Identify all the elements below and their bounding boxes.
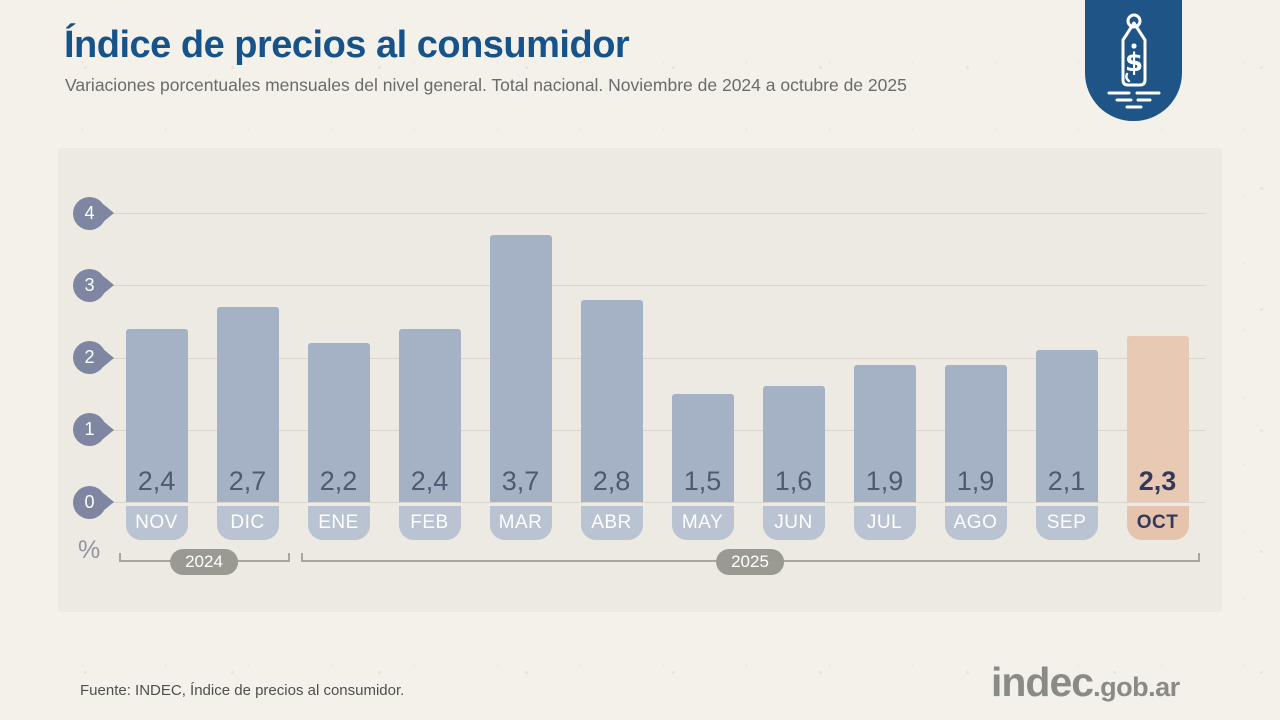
y-axis-tick-1: 1 — [73, 413, 106, 447]
year-label-2025: 2025 — [716, 549, 784, 575]
month-label-OCT: OCT — [1126, 506, 1189, 540]
month-label-ABR: ABR — [580, 506, 643, 540]
month-label-DIC: DIC — [216, 506, 279, 540]
value-label-FEB: 2,4 — [410, 466, 449, 496]
value-label-JUN: 1,6 — [774, 466, 813, 496]
month-label-ENE: ENE — [307, 506, 370, 540]
gridline-1 — [105, 429, 1205, 431]
gridline-0 — [105, 502, 1205, 503]
month-label-JUN: JUN — [762, 506, 825, 540]
value-label-DIC: 2,7 — [228, 466, 267, 496]
bar-NOV — [125, 328, 188, 502]
month-label-JUL: JUL — [853, 506, 916, 540]
value-label-AGO: 1,9 — [956, 466, 995, 496]
indec-logo: indec .gob.ar — [991, 659, 1180, 706]
price-tag-icon: $ — [1107, 13, 1160, 109]
bar-JUN — [762, 386, 825, 502]
bar-FEB — [398, 328, 461, 502]
gridline-3 — [105, 285, 1205, 287]
month-label-MAY: MAY — [671, 506, 734, 540]
page-subtitle: Variaciones porcentuales mensuales del n… — [65, 75, 907, 95]
month-label-SEP: SEP — [1035, 506, 1098, 540]
y-axis-tick-0: 0 — [73, 485, 106, 519]
svg-text:$: $ — [1124, 48, 1142, 78]
bar-MAY — [671, 393, 734, 502]
bar-MAR — [489, 234, 552, 502]
value-label-JUL: 1,9 — [865, 466, 904, 496]
bar-OCT — [1126, 335, 1189, 502]
gridline-4 — [105, 213, 1205, 214]
y-axis-tick-4: 4 — [73, 196, 106, 230]
value-label-NOV: 2,4 — [137, 466, 176, 496]
source-note: Fuente: INDEC, Índice de precios al cons… — [80, 682, 405, 699]
gridline-2 — [105, 357, 1205, 359]
value-label-MAR: 3,7 — [501, 466, 540, 496]
price-tag-badge: $ — [1085, 0, 1182, 121]
bar-ENE — [307, 343, 370, 502]
value-label-OCT: 2,3 — [1138, 466, 1177, 496]
bar-SEP — [1035, 350, 1098, 502]
page-title: Índice de precios al consumidor — [64, 24, 630, 66]
year-label-2024: 2024 — [170, 549, 238, 575]
y-axis-unit-label: % — [78, 536, 101, 564]
value-label-ABR: 2,8 — [592, 466, 631, 496]
bar-JUL — [853, 364, 916, 502]
value-label-SEP: 2,1 — [1047, 466, 1086, 496]
chart-panel: 4 3 2 1 0 2,4 NOV 2,7 DIC 2,2 ENE 2,4 FEB 3,7 MAR 2,8 A… — [58, 148, 1222, 612]
logo-suffix-text: .gob.ar — [1093, 672, 1180, 702]
value-label-ENE: 2,2 — [319, 466, 358, 496]
bar-DIC — [216, 306, 279, 502]
y-axis-tick-2: 2 — [73, 341, 106, 374]
month-label-MAR: MAR — [489, 506, 552, 540]
month-label-AGO: AGO — [944, 506, 1007, 540]
bar-AGO — [944, 364, 1007, 502]
logo-text: indec — [991, 659, 1094, 705]
y-axis-tick-3: 3 — [73, 268, 106, 302]
month-label-FEB: FEB — [398, 506, 461, 540]
value-label-MAY: 1,5 — [683, 466, 722, 496]
month-label-NOV: NOV — [125, 506, 188, 540]
bar-ABR — [580, 299, 643, 502]
